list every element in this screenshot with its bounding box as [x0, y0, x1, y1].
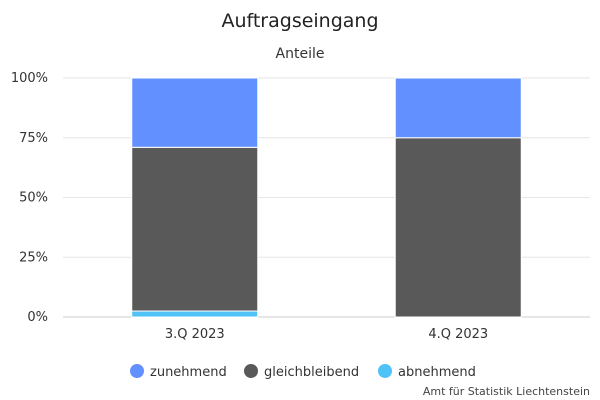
y-tick-label: 0% [27, 310, 48, 325]
bar-segment-gleichbleibend [394, 137, 522, 318]
legend: zunehmend gleichbleibend abnehmend [130, 364, 476, 380]
y-tick-label: 25% [19, 250, 48, 265]
credit-text: Amt für Statistik Liechtenstein [423, 385, 590, 398]
legend-marker-gleichbleibend [244, 364, 258, 378]
bar-segment-gleichbleibend [131, 146, 259, 312]
y-tick-label: 50% [19, 191, 48, 206]
legend-marker-zunehmend [130, 364, 144, 378]
y-tick-label: 75% [19, 131, 48, 146]
bar-segment-zunehmend [394, 77, 522, 139]
y-tick-label: 100% [11, 71, 48, 86]
chart-subtitle: Anteile [276, 46, 325, 62]
x-tick-label: 4.Q 2023 [428, 327, 488, 342]
legend-label-zunehmend: zunehmend [150, 365, 227, 380]
chart-title: Auftragseingang [221, 10, 378, 32]
legend-label-gleichbleibend: gleichbleibend [264, 365, 359, 380]
bar-segment-abnehmend [131, 310, 259, 318]
bar-segment-zunehmend [131, 77, 259, 148]
y-axis: 0% 25% 50% 75% 100% [11, 71, 48, 325]
x-tick-label: 3.Q 2023 [165, 327, 225, 342]
legend-label-abnehmend: abnehmend [398, 365, 476, 380]
x-axis: 3.Q 2023 4.Q 2023 [165, 327, 488, 342]
bars [131, 77, 522, 318]
legend-marker-abnehmend [378, 364, 392, 378]
